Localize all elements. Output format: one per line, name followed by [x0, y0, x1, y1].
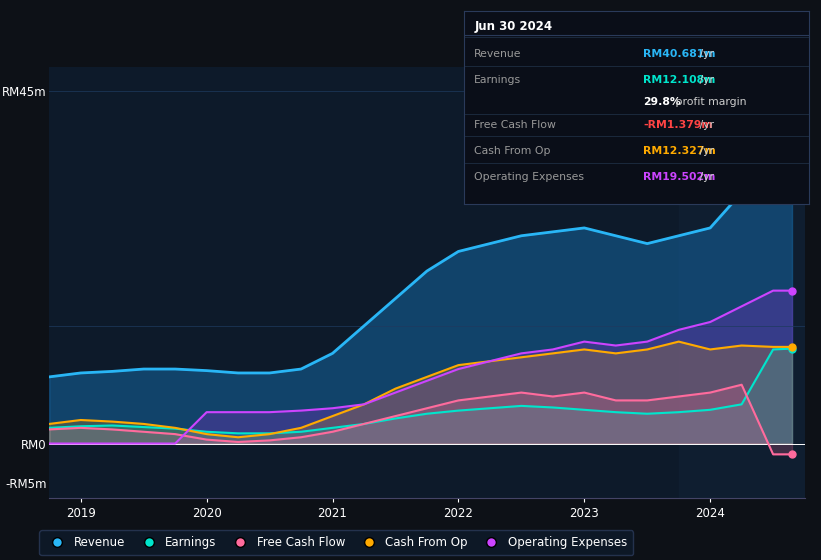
Bar — [679, 67, 805, 498]
Text: Jun 30 2024: Jun 30 2024 — [475, 20, 553, 33]
Legend: Revenue, Earnings, Free Cash Flow, Cash From Op, Operating Expenses: Revenue, Earnings, Free Cash Flow, Cash … — [39, 530, 633, 555]
Text: profit margin: profit margin — [672, 97, 747, 107]
Text: /yr: /yr — [696, 146, 714, 156]
Text: Revenue: Revenue — [475, 49, 521, 59]
Text: /yr: /yr — [696, 49, 714, 59]
Text: Earnings: Earnings — [475, 75, 521, 85]
Text: Cash From Op: Cash From Op — [475, 146, 551, 156]
Text: RM19.502m: RM19.502m — [643, 172, 716, 183]
Text: /yr: /yr — [696, 172, 714, 183]
Text: /yr: /yr — [696, 75, 714, 85]
Text: 29.8%: 29.8% — [643, 97, 681, 107]
Text: RM12.108m: RM12.108m — [643, 75, 716, 85]
Text: RM12.327m: RM12.327m — [643, 146, 716, 156]
Text: Free Cash Flow: Free Cash Flow — [475, 120, 556, 130]
Text: Operating Expenses: Operating Expenses — [475, 172, 585, 183]
Text: /yr: /yr — [696, 120, 714, 130]
Text: -RM1.379m: -RM1.379m — [643, 120, 713, 130]
Text: RM40.681m: RM40.681m — [643, 49, 716, 59]
